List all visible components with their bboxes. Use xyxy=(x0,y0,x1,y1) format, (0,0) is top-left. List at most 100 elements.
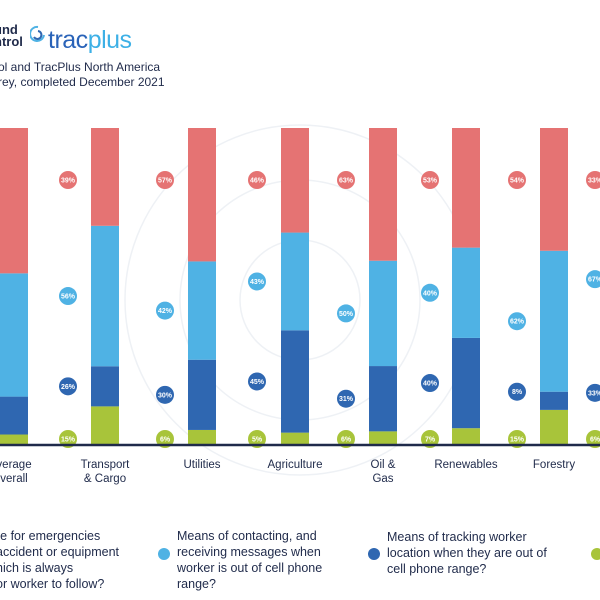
bar-green xyxy=(281,432,309,444)
data-label-text: 15% xyxy=(510,437,525,444)
category-label: Forestry xyxy=(533,459,575,471)
category-label: verall xyxy=(0,473,27,485)
data-label-text: 54% xyxy=(510,178,525,185)
data-label-badge xyxy=(248,372,266,391)
bar-red xyxy=(0,128,28,274)
data-label-text: 63% xyxy=(339,178,354,185)
data-label: 7% xyxy=(421,430,439,448)
data-label-text: 7% xyxy=(425,437,436,444)
bar-dark_blue xyxy=(188,359,216,430)
legend-swatch-green xyxy=(591,548,600,560)
data-label-text: 15% xyxy=(61,437,76,444)
legend-line: hich is always xyxy=(0,561,74,575)
tracplus-logo-trac: trac xyxy=(48,26,88,54)
bar-red xyxy=(540,128,568,251)
bar-green xyxy=(0,434,28,444)
data-label: 15% xyxy=(508,430,526,448)
data-label-badge xyxy=(156,385,174,404)
data-label-badge xyxy=(421,283,439,302)
data-label: 54% xyxy=(508,171,526,189)
bar-dark_blue xyxy=(281,330,309,433)
data-label-badge xyxy=(586,430,600,448)
bar-light_blue xyxy=(188,261,216,360)
category-label: Agriculture xyxy=(268,459,323,471)
data-label-text: 40% xyxy=(423,381,438,388)
data-label-text: 8% xyxy=(512,389,523,396)
bar-red xyxy=(91,128,119,226)
data-label-badge xyxy=(508,312,526,331)
data-label-text: 33% xyxy=(588,178,600,185)
data-label-badge xyxy=(586,383,600,402)
legend-line: re for emergencies xyxy=(0,529,101,543)
bar-dark_blue xyxy=(540,391,568,410)
data-label: 50% xyxy=(337,304,355,323)
data-label-text: 50% xyxy=(339,311,354,318)
bar-dark_blue xyxy=(369,366,397,432)
data-label-badge xyxy=(586,171,600,189)
data-label: 6% xyxy=(156,430,174,448)
data-label-badge xyxy=(59,377,77,396)
data-label-text: 43% xyxy=(250,279,265,286)
data-label-text: 42% xyxy=(158,308,173,315)
legend-line: cell phone range? xyxy=(387,562,487,576)
data-label-badge xyxy=(337,430,355,448)
bar-light_blue xyxy=(452,247,480,338)
data-label-text: 46% xyxy=(250,178,265,185)
data-label-text: 30% xyxy=(158,392,173,399)
data-label: 67% xyxy=(586,270,600,289)
data-label: 5% xyxy=(248,430,266,448)
data-label: 63% xyxy=(337,171,355,189)
subtitle-line-1: ol and TracPlus North America xyxy=(0,60,161,74)
data-label-text: 62% xyxy=(510,319,525,326)
data-label: 40% xyxy=(421,283,439,302)
data-label-badge xyxy=(156,430,174,448)
data-label-text: 67% xyxy=(588,277,600,284)
data-label: 6% xyxy=(586,430,600,448)
data-label-badge xyxy=(421,171,439,189)
data-label: 6% xyxy=(337,430,355,448)
legend-line: or worker to follow? xyxy=(0,577,105,591)
data-label-badge xyxy=(156,171,174,189)
data-label-badge xyxy=(59,171,77,189)
data-label-text: 45% xyxy=(250,379,265,386)
data-label: 15% xyxy=(59,430,77,448)
data-label: 42% xyxy=(156,301,174,320)
legend-line: location when they are out of xyxy=(387,546,547,560)
data-label: 26% xyxy=(59,377,77,396)
data-label-badge xyxy=(248,430,266,448)
data-label: 56% xyxy=(59,287,77,306)
data-label-text: 6% xyxy=(341,437,352,444)
data-label-text: 33% xyxy=(588,390,600,397)
data-label: 62% xyxy=(508,312,526,331)
data-label-badge xyxy=(421,430,439,448)
data-label-badge xyxy=(508,430,526,448)
data-label: 30% xyxy=(156,385,174,404)
data-label: 33% xyxy=(586,383,600,402)
bar-light_blue xyxy=(540,250,568,392)
data-label-text: 6% xyxy=(160,437,171,444)
data-label: 45% xyxy=(248,372,266,391)
data-label: 57% xyxy=(156,171,174,189)
bar-green xyxy=(91,406,119,444)
data-label-text: 53% xyxy=(423,178,438,185)
legend-line: Means of tracking worker xyxy=(387,530,527,544)
data-label: 43% xyxy=(248,272,266,291)
data-label-text: 26% xyxy=(61,384,76,391)
category-label: & Cargo xyxy=(84,473,126,485)
data-label-badge xyxy=(156,301,174,320)
data-label-text: 6% xyxy=(590,437,600,444)
bar-light_blue xyxy=(281,232,309,331)
legend-line: worker is out of cell phone xyxy=(177,561,323,575)
data-label-badge xyxy=(421,374,439,393)
tracplus-swirl-icon xyxy=(30,25,45,42)
data-label-badge xyxy=(248,272,266,291)
tracplus-logo: tracplus xyxy=(48,26,132,55)
legend-line: receiving messages when xyxy=(177,545,321,559)
bar-red xyxy=(281,128,309,233)
data-label-badge xyxy=(59,287,77,306)
bar-dark_blue xyxy=(91,366,119,407)
category-label: Oil & xyxy=(371,459,396,471)
bar-green xyxy=(540,409,568,444)
legend-swatch-dark_blue xyxy=(368,548,380,560)
